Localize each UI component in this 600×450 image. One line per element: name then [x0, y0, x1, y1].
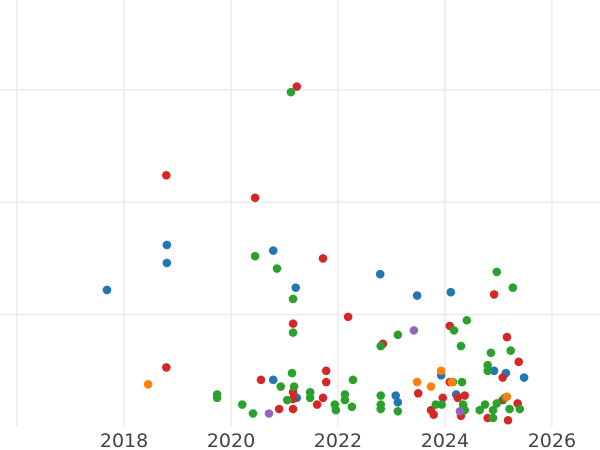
- data-point: [480, 400, 490, 409]
- data-point: [288, 319, 298, 328]
- data-point: [318, 254, 328, 263]
- data-point: [318, 393, 328, 403]
- data-point: [162, 363, 171, 372]
- data-point: [489, 290, 499, 299]
- data-point: [321, 377, 331, 387]
- data-point: [274, 404, 284, 414]
- data-point: [449, 326, 459, 335]
- x-tick-label: 2020: [207, 430, 255, 450]
- data-point: [455, 406, 465, 416]
- data-point: [162, 170, 171, 180]
- x-tick-label: 2026: [528, 430, 576, 450]
- data-point: [272, 264, 282, 273]
- data-point: [268, 246, 278, 255]
- data-point: [486, 348, 496, 358]
- data-point: [321, 366, 331, 376]
- data-point: [460, 391, 470, 400]
- data-point: [475, 405, 484, 415]
- data-point: [514, 357, 524, 367]
- data-point: [331, 405, 341, 415]
- data-point: [162, 258, 172, 268]
- data-point: [488, 405, 498, 415]
- data-point: [506, 346, 515, 355]
- data-point: [268, 375, 278, 385]
- data-point: [436, 366, 446, 376]
- data-point: [343, 312, 353, 322]
- data-point: [462, 315, 472, 325]
- data-point: [250, 193, 260, 203]
- data-point: [519, 373, 529, 382]
- data-point: [429, 410, 438, 419]
- data-point: [503, 415, 513, 425]
- data-point: [393, 406, 403, 416]
- data-point: [256, 375, 266, 385]
- data-point: [286, 87, 296, 97]
- data-point: [282, 395, 292, 405]
- data-point: [447, 377, 457, 387]
- data-point: [276, 382, 286, 391]
- data-point: [426, 382, 436, 391]
- data-points: [102, 82, 529, 425]
- data-point: [412, 291, 422, 300]
- data-point: [287, 368, 297, 378]
- data-point: [412, 377, 422, 387]
- data-point: [143, 380, 153, 389]
- data-point: [393, 330, 403, 340]
- data-point: [483, 366, 493, 376]
- data-point: [488, 413, 498, 423]
- data-point: [288, 404, 298, 414]
- data-point: [162, 240, 172, 250]
- data-point: [431, 400, 441, 409]
- data-point: [292, 82, 302, 91]
- data-point: [376, 341, 386, 351]
- data-point: [288, 294, 298, 304]
- data-point: [312, 400, 322, 409]
- data-point: [502, 332, 512, 342]
- data-point: [340, 395, 350, 405]
- data-point: [409, 326, 419, 335]
- data-point: [498, 373, 507, 382]
- x-tick-label: 2022: [314, 430, 362, 450]
- data-point: [376, 391, 386, 400]
- x-axis-ticks: 2018 2020 2022 2024 2026: [100, 430, 576, 450]
- x-tick-label: 2018: [100, 430, 148, 450]
- data-point: [446, 287, 456, 297]
- data-point: [102, 285, 112, 295]
- gridlines: [0, 0, 600, 427]
- data-point: [457, 377, 467, 387]
- data-point: [237, 400, 247, 409]
- data-point: [248, 409, 258, 418]
- data-point: [515, 404, 525, 414]
- data-point: [492, 267, 502, 277]
- data-point: [375, 269, 385, 279]
- data-point: [393, 397, 403, 407]
- data-point: [438, 393, 448, 403]
- data-point: [348, 375, 358, 385]
- data-point: [456, 341, 466, 351]
- data-point: [505, 404, 514, 414]
- data-point: [289, 382, 299, 391]
- data-point: [264, 409, 274, 418]
- data-point: [305, 393, 315, 403]
- x-tick-label: 2024: [421, 430, 469, 450]
- data-point: [437, 400, 447, 409]
- data-point: [453, 393, 463, 403]
- data-point: [508, 283, 518, 292]
- data-point: [212, 393, 222, 403]
- data-point: [347, 402, 357, 412]
- data-point: [376, 404, 386, 414]
- data-point: [489, 366, 499, 376]
- data-point: [288, 328, 298, 337]
- data-point: [291, 283, 301, 292]
- data-point: [502, 392, 512, 401]
- data-point: [391, 391, 401, 400]
- data-point: [250, 251, 260, 261]
- data-point: [492, 399, 502, 408]
- data-point: [413, 388, 423, 398]
